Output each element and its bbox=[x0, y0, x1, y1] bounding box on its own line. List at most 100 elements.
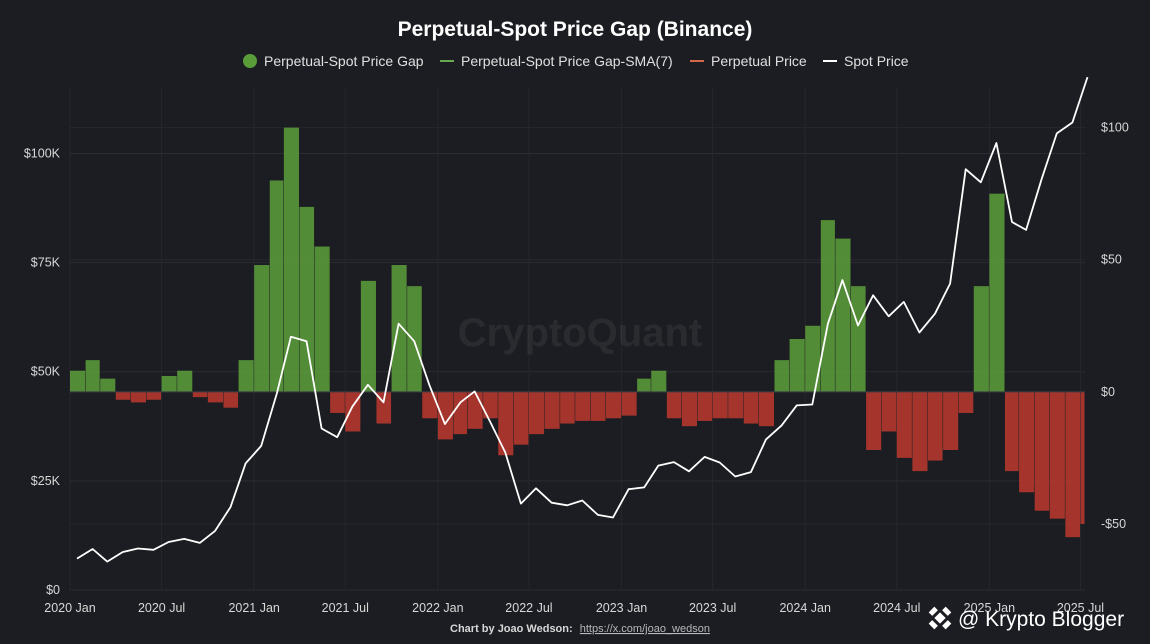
gap-bar bbox=[912, 391, 928, 472]
legend-item: Perpetual Price bbox=[690, 53, 807, 69]
gap-bar bbox=[820, 220, 835, 392]
gap-bar bbox=[681, 391, 698, 427]
gap-bar bbox=[528, 391, 545, 435]
gap-bar bbox=[100, 378, 116, 392]
gap-bar bbox=[544, 391, 560, 429]
gap-bar bbox=[269, 180, 284, 392]
gap-bar bbox=[467, 391, 483, 429]
gap-bar bbox=[866, 391, 882, 450]
gap-bar bbox=[805, 325, 821, 392]
left-tick-label: $100K bbox=[24, 146, 61, 160]
watermark: CryptoQuant bbox=[458, 311, 702, 355]
credit-label: Chart by Joao Wedson: bbox=[450, 623, 573, 635]
gap-bar bbox=[989, 193, 1005, 392]
gap-bar bbox=[958, 391, 974, 413]
gap-bar bbox=[637, 378, 651, 392]
gap-bar bbox=[1065, 391, 1080, 538]
gap-bar bbox=[590, 391, 606, 421]
credit-line: Chart by Joao Wedson: https://x.com/joao… bbox=[450, 623, 710, 635]
gap-bar bbox=[453, 391, 468, 435]
right-tick-label: $100 bbox=[1101, 121, 1129, 135]
gap-bar bbox=[437, 391, 453, 440]
gap-bar bbox=[498, 391, 514, 456]
gap-bar bbox=[881, 391, 897, 432]
x-tick-label: 2024 Jan bbox=[779, 601, 830, 615]
gap-bar bbox=[835, 238, 851, 392]
gap-bar bbox=[513, 391, 529, 445]
gap-bar bbox=[422, 391, 438, 419]
left-tick-label: $0 bbox=[46, 583, 60, 597]
x-tick-label: 2025 Jul bbox=[1057, 601, 1104, 615]
x-tick-label: 2023 Jan bbox=[596, 601, 647, 615]
legend-label: Perpetual-Spot Price Gap bbox=[264, 53, 424, 69]
gap-bar bbox=[973, 286, 989, 392]
gap-bar bbox=[560, 391, 575, 424]
gap-bar bbox=[407, 286, 422, 392]
left-axis-ticks: $0 $25K $50K $75K $100K bbox=[24, 146, 61, 597]
legend-label: Spot Price bbox=[844, 53, 909, 69]
gap-bar bbox=[774, 360, 790, 392]
legend-dot-icon bbox=[243, 54, 257, 68]
gap-bar bbox=[238, 360, 254, 392]
gap-bar bbox=[161, 375, 177, 392]
right-axis-ticks: -$50 $0 $50 $100 bbox=[1101, 121, 1129, 531]
gap-bar bbox=[605, 391, 622, 419]
gap-bar bbox=[651, 370, 667, 392]
x-tick-label: 2020 Jul bbox=[138, 601, 185, 615]
gap-bar bbox=[254, 265, 270, 392]
gap-bar bbox=[1019, 391, 1035, 493]
gap-bar bbox=[391, 265, 407, 392]
gap-bar bbox=[70, 370, 86, 392]
gap-bar bbox=[896, 391, 912, 458]
x-tick-label: 2021 Jul bbox=[322, 601, 369, 615]
x-tick-label: 2021 Jan bbox=[228, 601, 279, 615]
x-tick-label: 2023 Jul bbox=[689, 601, 736, 615]
right-tick-label: $50 bbox=[1101, 253, 1122, 267]
gap-bar bbox=[927, 391, 943, 461]
gap-bar bbox=[283, 127, 299, 392]
gap-bar bbox=[85, 360, 100, 392]
brand-text: @ Krypto Blogger bbox=[958, 608, 1124, 631]
left-tick-label: $25K bbox=[31, 474, 61, 488]
gap-bar bbox=[299, 206, 315, 392]
gap-bar bbox=[789, 339, 805, 392]
legend-label: Perpetual Price bbox=[711, 53, 807, 69]
gap-bar bbox=[483, 391, 498, 419]
gap-bar bbox=[1049, 391, 1065, 519]
x-tick-label: 2022 Jan bbox=[412, 601, 463, 615]
gap-bar bbox=[575, 391, 591, 421]
legend: Perpetual-Spot Price Gap Perpetual-Spot P… bbox=[243, 53, 909, 69]
x-tick-label: 2024 Jul bbox=[873, 601, 920, 615]
gap-bar bbox=[314, 246, 330, 392]
legend-label: Perpetual-Spot Price Gap-SMA(7) bbox=[461, 53, 673, 69]
gap-bar bbox=[1080, 391, 1085, 524]
gap-bar bbox=[223, 391, 239, 408]
x-tick-label: 2020 Jan bbox=[44, 601, 95, 615]
gap-bar bbox=[743, 391, 759, 424]
gap-bar bbox=[621, 391, 637, 416]
legend-item: Perpetual-Spot Price Gap-SMA(7) bbox=[440, 53, 673, 69]
credit-link[interactable]: https://x.com/joao_wedson bbox=[580, 623, 710, 635]
left-tick-label: $50K bbox=[31, 365, 61, 379]
gap-bar bbox=[115, 391, 131, 400]
x-tick-label: 2025 Jan bbox=[964, 601, 1015, 615]
gap-bar bbox=[207, 391, 223, 403]
gap-bar bbox=[177, 370, 193, 392]
chart-title: Perpetual-Spot Price Gap (Binance) bbox=[398, 18, 753, 41]
gap-bar bbox=[130, 391, 146, 403]
gap-bar bbox=[697, 391, 713, 421]
gap-bar bbox=[666, 391, 682, 419]
gap-bar bbox=[330, 391, 345, 413]
gap-bar bbox=[728, 391, 744, 419]
gap-bar bbox=[851, 286, 866, 392]
right-tick-label: $0 bbox=[1101, 385, 1115, 399]
gap-bar bbox=[146, 391, 162, 400]
spot-price-line bbox=[76, 76, 1089, 563]
gap-bar bbox=[943, 391, 959, 450]
gap-bar bbox=[192, 391, 208, 398]
left-tick-label: $75K bbox=[31, 256, 61, 270]
gap-bar bbox=[1004, 391, 1019, 472]
right-tick-label: -$50 bbox=[1101, 517, 1126, 531]
